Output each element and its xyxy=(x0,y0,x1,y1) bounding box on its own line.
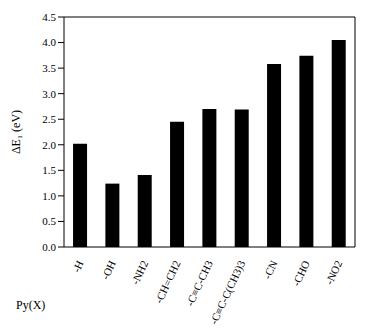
svg-text:3.0: 3.0 xyxy=(42,88,56,100)
svg-text:ΔE₁ (eV): ΔE₁ (eV) xyxy=(9,110,23,154)
svg-text:0.5: 0.5 xyxy=(42,215,56,227)
svg-text:-CH=CH2: -CH=CH2 xyxy=(152,258,182,305)
svg-text:-NO2: -NO2 xyxy=(323,258,344,286)
svg-text:-NH2: -NH2 xyxy=(129,258,150,286)
svg-text:1.0: 1.0 xyxy=(42,190,56,202)
svg-text:-C≡C-C(CH3)3: -C≡C-C(CH3)3 xyxy=(207,258,248,327)
svg-text:-CHO: -CHO xyxy=(290,258,312,287)
svg-text:-H: -H xyxy=(70,258,86,274)
svg-text:2.0: 2.0 xyxy=(42,139,56,151)
svg-text:1.5: 1.5 xyxy=(42,164,56,176)
svg-text:-OH: -OH xyxy=(99,258,118,281)
svg-text:-C≡C-CH3: -C≡C-CH3 xyxy=(183,258,215,308)
html-text:Py(X): Py(X) xyxy=(16,298,46,312)
svg-text:2.5: 2.5 xyxy=(42,113,56,125)
svg-text:-CN: -CN xyxy=(261,258,280,280)
svg-text:4.0: 4.0 xyxy=(42,36,56,48)
svg-text:0.0: 0.0 xyxy=(42,241,56,253)
svg-text:4.5: 4.5 xyxy=(42,11,56,23)
svg-text:3.5: 3.5 xyxy=(42,62,56,74)
